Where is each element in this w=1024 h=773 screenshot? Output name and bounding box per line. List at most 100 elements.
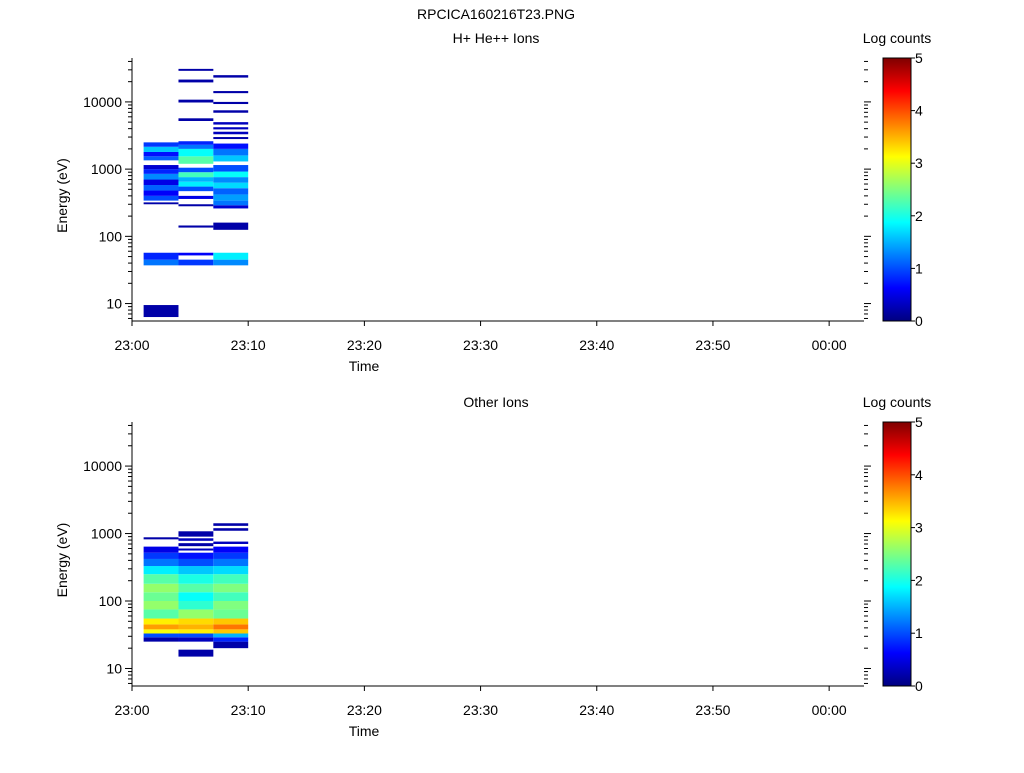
heatmap-cell xyxy=(178,618,214,625)
heatmap-cell xyxy=(178,566,214,575)
heatmap-cell xyxy=(178,531,214,537)
heatmap-cell xyxy=(178,144,214,149)
heatmap-cell xyxy=(178,167,214,173)
colorbar-tick-label: 4 xyxy=(915,103,923,119)
heatmap-cell xyxy=(143,637,179,642)
colorbar-tick-label: 5 xyxy=(915,414,923,430)
heatmap-cell xyxy=(143,609,179,619)
heatmap-cell xyxy=(213,101,249,105)
heatmap-cell xyxy=(178,543,214,547)
x-tick-label: 23:20 xyxy=(347,702,382,718)
y-tick-label: 1000 xyxy=(91,526,122,542)
heatmap-cell xyxy=(213,252,249,260)
heatmap-cell xyxy=(143,195,179,201)
y-tick-label: 1000 xyxy=(91,161,122,177)
heatmap-cell xyxy=(178,181,214,187)
heatmap-cell xyxy=(143,618,179,625)
x-tick-label: 23:30 xyxy=(463,702,498,718)
heatmap-cell xyxy=(178,548,214,551)
heatmap-cell xyxy=(143,259,179,266)
colorbar-tick-label: 2 xyxy=(915,208,923,224)
heatmap-cell xyxy=(213,200,249,206)
heatmap-cell xyxy=(213,633,249,638)
heatmap-cell xyxy=(178,186,214,192)
x-tick-label: 00:00 xyxy=(812,337,847,353)
y-tick-label: 10000 xyxy=(83,94,122,110)
heatmap-cell xyxy=(143,558,179,567)
heatmap-cell xyxy=(213,222,249,230)
y-tick-label: 10 xyxy=(106,660,122,676)
figure-title: RPCICA160216T23.PNG xyxy=(417,6,575,22)
heatmap-cell xyxy=(143,252,179,260)
heatmap-cell xyxy=(143,173,179,180)
colorbar-tick-label: 1 xyxy=(915,260,923,276)
panel-title: H+ He++ Ions xyxy=(453,30,540,46)
heatmap-cell xyxy=(178,574,214,584)
x-tick-label: 23:40 xyxy=(579,702,614,718)
heatmap-cell xyxy=(178,252,214,256)
y-axis-label: Energy (eV) xyxy=(54,158,70,233)
colorbar-gradient xyxy=(882,57,912,322)
x-tick-label: 00:00 xyxy=(812,702,847,718)
colorbar-tick-label: 4 xyxy=(915,467,923,483)
x-axis-label: Time xyxy=(349,358,380,374)
panel-1: 23:00 23:10 23:20 23:30 23:40 23:50 00:00 Time 1… xyxy=(54,30,931,374)
heatmap-cell xyxy=(178,629,214,634)
heatmap-cell xyxy=(143,146,179,152)
heatmap-cell xyxy=(178,259,214,266)
x-tick-label: 23:20 xyxy=(347,337,382,353)
colorbar-tick-label: 1 xyxy=(915,625,923,641)
heatmap-cell xyxy=(143,165,179,170)
heatmap-cell xyxy=(213,629,249,634)
heatmap-cell xyxy=(143,592,179,602)
heatmap-cell xyxy=(143,624,179,630)
heatmap-cell xyxy=(143,574,179,584)
heatmap-cell xyxy=(178,633,214,638)
heatmap-cell xyxy=(213,127,249,130)
heatmap-cell xyxy=(213,122,249,125)
x-tick-label: 23:30 xyxy=(463,337,498,353)
heatmap-cell xyxy=(213,558,249,567)
heatmap-cell xyxy=(213,566,249,575)
heatmap-cell xyxy=(143,601,179,610)
heatmap-cell xyxy=(213,641,249,649)
heatmap-cell xyxy=(178,558,214,567)
heatmap-cell xyxy=(178,624,214,630)
heatmap-cell xyxy=(213,528,249,531)
heatmap-cell xyxy=(213,148,249,156)
colorbar-tick-label: 3 xyxy=(915,520,923,536)
heatmap-cell xyxy=(213,552,249,559)
heatmap-cell xyxy=(213,137,249,140)
panel-title: Other Ions xyxy=(463,394,528,410)
heatmap-cell xyxy=(178,552,214,559)
colorbar-label: Log counts xyxy=(863,394,932,410)
heatmap-cell xyxy=(178,583,214,593)
heatmap-cell xyxy=(178,637,214,642)
x-tick-label: 23:00 xyxy=(114,337,149,353)
heatmap-cell xyxy=(178,609,214,619)
colorbar: 0 1 2 3 4 5 Log counts xyxy=(863,30,932,329)
heatmap-cell xyxy=(178,204,214,207)
heatmap-cell xyxy=(143,142,179,147)
heatmap-cell xyxy=(143,190,179,196)
heatmap-cell xyxy=(178,225,214,228)
heatmap-cell xyxy=(143,179,179,186)
heatmap-cell xyxy=(213,188,249,195)
heatmap-cell xyxy=(213,75,249,78)
colorbar: 0 1 2 3 4 5 Log counts xyxy=(863,394,932,694)
heatmap-cell xyxy=(143,151,179,157)
heatmap-cell xyxy=(143,583,179,593)
heatmap-cell xyxy=(178,68,214,71)
x-tick-label: 23:00 xyxy=(114,702,149,718)
heatmap-cell xyxy=(213,546,249,553)
heatmap-cell xyxy=(178,99,214,103)
heatmap-cell xyxy=(213,171,249,178)
y-tick-label: 10 xyxy=(106,296,122,312)
heatmap-cell xyxy=(213,601,249,610)
heatmap-cell xyxy=(178,538,214,541)
colorbar-tick-label: 5 xyxy=(915,50,923,66)
heatmap-cell xyxy=(143,566,179,575)
heatmap-cell xyxy=(213,523,249,526)
colorbar-tick-label: 3 xyxy=(915,155,923,171)
x-tick-label: 23:50 xyxy=(695,337,730,353)
